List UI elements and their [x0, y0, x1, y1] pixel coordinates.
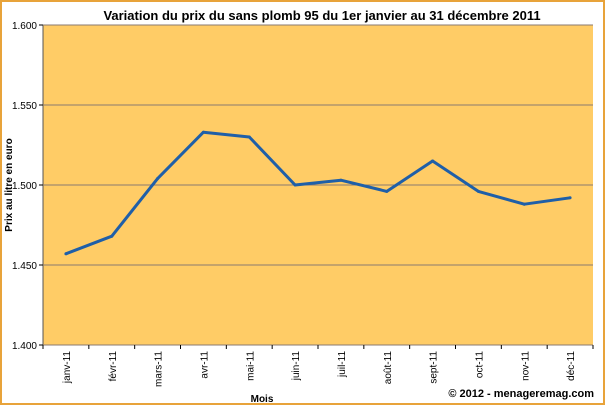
y-tick-label: 1.550	[12, 101, 37, 112]
data-point	[64, 252, 68, 256]
chart-title: Variation du prix du sans plomb 95 du 1e…	[103, 8, 540, 23]
x-axis-label: Mois	[251, 394, 274, 405]
data-point	[201, 130, 205, 134]
data-point	[110, 234, 114, 238]
x-tick-label: sept-11	[429, 351, 440, 384]
y-tick-label: 1.600	[12, 21, 37, 32]
y-tick-label: 1.500	[12, 181, 37, 192]
x-tick-label: nov-11	[520, 351, 531, 381]
x-tick-label: janv-11	[62, 351, 73, 384]
x-tick-label: avr-11	[199, 351, 210, 379]
x-tick-label: déc-11	[566, 351, 577, 381]
data-point	[156, 177, 160, 181]
x-tick-label: févr-11	[108, 351, 119, 382]
x-tick-label: oct-11	[474, 351, 485, 378]
x-tick-label: août-11	[383, 351, 394, 385]
series-line	[65, 130, 571, 256]
x-tick-label: juin-11	[291, 351, 302, 382]
copyright-credit: © 2012 - menageremag.com	[448, 388, 594, 400]
x-tick-label: mars-11	[154, 351, 165, 387]
data-point	[522, 202, 526, 206]
y-tick-label: 1.400	[12, 341, 37, 352]
y-axis-label: Prix au litre en euro	[4, 138, 15, 231]
data-point	[476, 189, 480, 193]
x-tick-label: juil-11	[337, 351, 348, 378]
data-point	[293, 183, 297, 187]
data-point	[385, 189, 389, 193]
x-tick-label: mai-11	[245, 351, 256, 381]
data-point	[431, 159, 435, 163]
y-tick-label: 1.450	[12, 261, 37, 272]
data-point	[339, 178, 343, 182]
data-point	[247, 135, 251, 139]
data-point	[568, 196, 572, 200]
